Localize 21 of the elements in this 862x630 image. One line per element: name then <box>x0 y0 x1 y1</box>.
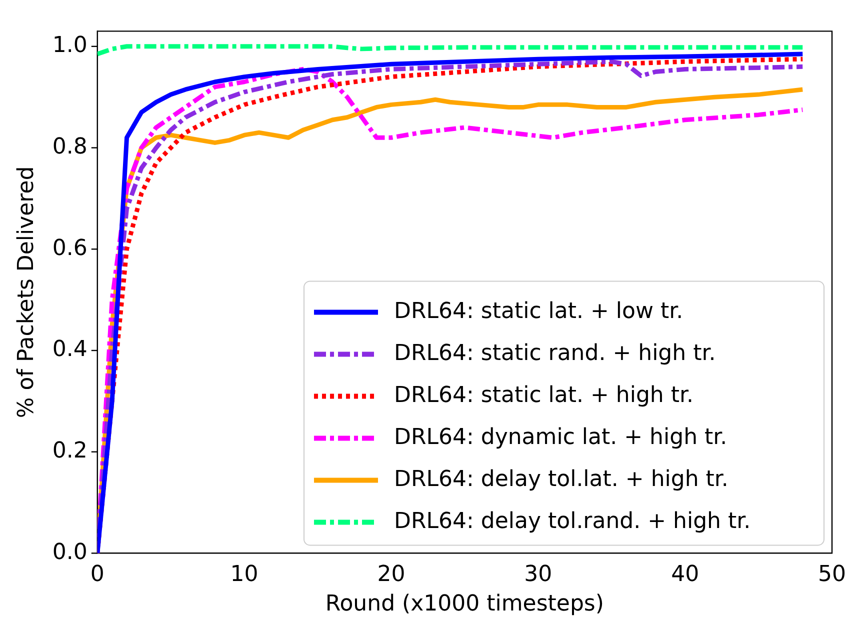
y-axis-title: % of Packets Delivered <box>14 166 39 418</box>
legend-label: DRL64: static rand. + high tr. <box>394 340 716 366</box>
x-tick-label: 40 <box>671 562 700 588</box>
legend-label: DRL64: delay tol.rand. + high tr. <box>394 508 751 534</box>
legend-label: DRL64: dynamic lat. + high tr. <box>394 424 728 450</box>
legend-label: DRL64: delay tol.lat. + high tr. <box>394 466 728 492</box>
y-tick-label: 0.0 <box>52 540 88 565</box>
x-tick-label: 50 <box>818 562 846 588</box>
legend-label: DRL64: static lat. + low tr. <box>394 298 684 324</box>
x-tick-label: 0 <box>90 562 104 588</box>
x-tick-label: 20 <box>377 562 406 588</box>
x-tick-label: 10 <box>230 562 258 588</box>
y-tick-label: 0.4 <box>52 337 88 362</box>
line-series <box>97 44 805 56</box>
y-tick-label: 0.6 <box>52 236 88 261</box>
y-tick-label: 0.8 <box>52 134 88 160</box>
x-axis-title: Round (x1000 timesteps) <box>325 592 604 617</box>
y-tick-label: 0.2 <box>52 438 88 464</box>
y-tick-label: 1.0 <box>52 33 88 58</box>
legend-label: DRL64: static lat. + high tr. <box>394 382 694 408</box>
x-tick-label: 30 <box>524 562 552 588</box>
